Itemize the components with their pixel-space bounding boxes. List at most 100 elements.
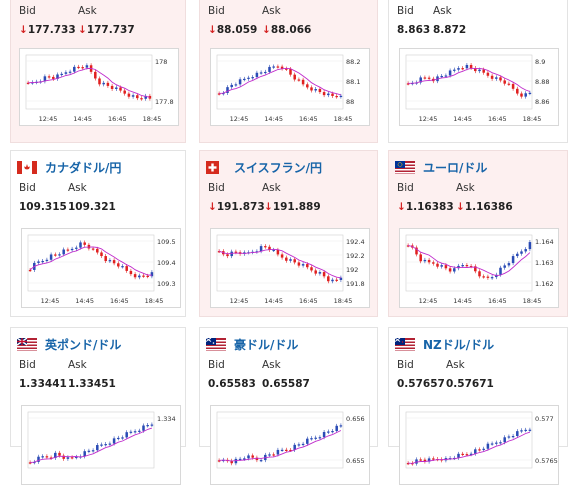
candle (511, 83, 515, 89)
currency-card[interactable]: Bid Ask ↓177.733 ↓177.737 178 177.8 12:45 1… (10, 0, 186, 143)
switzerland-flag-icon (206, 161, 219, 174)
candle (448, 268, 452, 272)
candle (427, 77, 431, 79)
x-tick-label: 18:45 (523, 115, 542, 123)
candle (148, 95, 152, 99)
candle (121, 437, 124, 439)
candle (314, 88, 317, 91)
card-title[interactable]: カナダドル/円 (17, 159, 121, 176)
candle (64, 72, 68, 74)
card-title[interactable]: スイスフラン/円 (206, 159, 322, 176)
candle (280, 66, 284, 69)
candle (465, 265, 469, 267)
currency-card[interactable]: Bid Ask ↓88.059 ↓88.066 88.2 88.1 88 12:45 1… (199, 0, 378, 143)
card-title[interactable]: ユーロ/ドル (395, 159, 487, 176)
candle (310, 267, 313, 271)
price-chart[interactable]: 1.334 (21, 405, 181, 485)
chart-svg: 109.5 109.4 109.3 12:45 14:45 16:45 18:45 (27, 234, 176, 305)
plot-area (216, 234, 344, 292)
y-tick-label: 177.8 (155, 98, 174, 106)
candle (108, 260, 112, 262)
candle (119, 87, 122, 91)
pair-name-link[interactable]: ユーロ/ドル (423, 161, 488, 175)
down-arrow-icon: ↓ (78, 24, 87, 36)
bid-value: 0.57657 (397, 378, 445, 390)
candle (138, 430, 141, 432)
bid-label: Bid (208, 359, 225, 371)
moving-average-line (28, 67, 150, 98)
candle (117, 437, 120, 440)
candle (448, 70, 452, 76)
candle (150, 424, 154, 426)
candle (259, 460, 263, 462)
candle (123, 90, 126, 94)
candle (133, 274, 137, 278)
y-tick-label: 1.164 (535, 238, 554, 246)
currency-card[interactable]: カナダドル/円 Bid Ask 109.315 109.321 109.5 109… (10, 150, 186, 317)
price-chart[interactable]: 0.656 0.655 (210, 405, 370, 485)
pair-name-link[interactable]: スイスフラン/円 (234, 161, 323, 175)
candle (474, 266, 477, 272)
candle (285, 68, 288, 70)
candle (322, 272, 326, 277)
moving-average-line (218, 248, 341, 279)
plot-area (216, 54, 344, 110)
candle (104, 256, 107, 262)
card-title[interactable]: 英ポンド/ドル (17, 336, 121, 353)
currency-card[interactable]: 英ポンド/ドル Bid Ask 1.33441 1.33451 1.334 (10, 327, 186, 485)
x-tick-label: 16:45 (108, 115, 127, 123)
currency-card[interactable]: 豪ドル/ドル Bid Ask 0.65583 0.65587 0.656 0.65… (199, 327, 378, 485)
ask-label: Ask (456, 182, 475, 194)
candle (339, 425, 343, 427)
currency-card[interactable]: スイスフラン/円 Bid Ask ↓191.873 ↓191.889 192.4… (199, 150, 378, 317)
pair-name-link[interactable]: 豪ドル/ドル (234, 338, 299, 352)
candle (318, 272, 322, 274)
price-chart[interactable]: 0.577 0.5765 (399, 405, 559, 485)
candle (91, 450, 95, 452)
candle (427, 259, 431, 263)
currency-card[interactable]: NZドル/ドル Bid Ask 0.57657 0.57671 0.577 0.5… (388, 327, 568, 485)
price-chart[interactable]: 192.4 192.2 192 191.8 12:45 14:45 16:45 18:45 (210, 228, 370, 308)
currency-card[interactable]: ユーロ/ドル Bid Ask ↓1.16383 ↓1.16386 1.164 1.… (388, 150, 568, 317)
candle (125, 432, 128, 438)
y-tick-label: 88.2 (346, 58, 360, 66)
price-chart[interactable]: 178 177.8 12:45 14:45 16:45 18:45 (19, 48, 179, 126)
candle (138, 275, 141, 278)
candle (102, 82, 105, 85)
candle (268, 246, 271, 250)
candle (77, 66, 80, 69)
price-chart[interactable]: 109.5 109.4 109.3 12:45 14:45 16:45 18:45 (21, 228, 181, 308)
candle (47, 76, 51, 78)
candle (486, 276, 490, 278)
candle (478, 449, 481, 451)
down-arrow-icon: ↓ (19, 24, 28, 36)
price-chart[interactable]: 1.164 1.163 1.162 12:45 14:45 16:45 18:45 (399, 228, 559, 308)
chart-svg: 88.2 88.1 88 12:45 14:45 16:45 18:45 (216, 54, 360, 123)
bid-value: ↓1.16383 (397, 201, 454, 213)
pair-name-link[interactable]: NZドル/ドル (423, 338, 495, 352)
candle (104, 444, 107, 446)
pair-name-link[interactable]: 英ポンド/ドル (45, 338, 122, 352)
ask-label: Ask (68, 359, 87, 371)
y-tick-label: 8.86 (535, 98, 549, 106)
candle (335, 279, 338, 281)
card-title[interactable]: NZドル/ドル (395, 336, 494, 353)
price-chart[interactable]: 8.9 8.88 8.86 12:45 14:45 16:45 18:45 (399, 48, 559, 126)
y-tick-label: 0.577 (535, 415, 554, 423)
candle (297, 262, 301, 266)
y-tick-label: 192 (346, 266, 358, 274)
candle (243, 458, 246, 460)
currency-grid: Bid Ask ↓177.733 ↓177.737 178 177.8 12:45 1… (10, 0, 568, 485)
x-tick-label: 18:45 (334, 115, 353, 123)
candle (482, 276, 485, 278)
candle (226, 87, 229, 93)
y-tick-label: 1.334 (157, 415, 176, 423)
card-title[interactable]: 豪ドル/ドル (206, 336, 298, 353)
candle (94, 71, 97, 79)
moving-average-line (219, 430, 342, 462)
pair-name-link[interactable]: カナダドル/円 (45, 161, 122, 175)
currency-card[interactable]: Bid Ask 8.863 8.872 8.9 8.88 8.86 12:45 14:4… (388, 0, 568, 143)
candle (453, 69, 456, 71)
price-chart[interactable]: 88.2 88.1 88 12:45 14:45 16:45 18:45 (210, 48, 370, 126)
candle (444, 75, 448, 77)
